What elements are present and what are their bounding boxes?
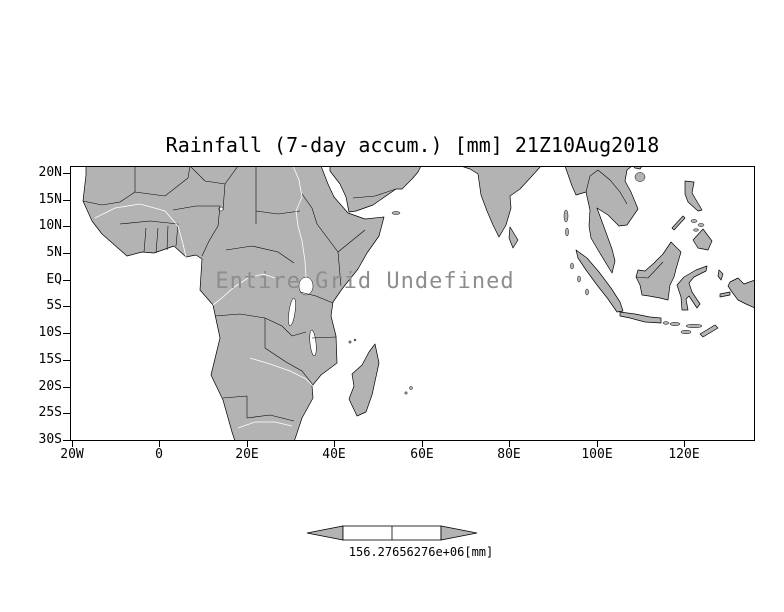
- africa-landmass: [82, 166, 385, 441]
- halmahera: [717, 269, 724, 281]
- mindanao: [692, 228, 713, 251]
- lat-tick-label: 20N: [38, 165, 62, 180]
- niger-river: [94, 203, 187, 258]
- lat-tick-label: 10N: [38, 218, 62, 233]
- lat-tick-label: 15N: [38, 192, 62, 207]
- zambezi-river: [249, 357, 314, 387]
- indochina-malay-peninsula: [564, 166, 639, 274]
- lon-tick-label: 60E: [410, 447, 434, 462]
- lon-tick: [159, 441, 160, 447]
- sumatra: [575, 249, 624, 313]
- bali-island: [662, 321, 670, 325]
- lon-tick-label: 20E: [235, 447, 259, 462]
- reunion-island: [404, 391, 408, 395]
- lat-tick: [63, 333, 70, 334]
- rivers: [94, 166, 314, 429]
- lat-tick: [63, 253, 70, 254]
- india-landmass: [460, 166, 542, 238]
- mentawai-island-3: [585, 288, 589, 296]
- colorbar: [306, 525, 478, 541]
- small-islands: [348, 172, 705, 395]
- mentawai-island-2: [577, 275, 581, 283]
- country-borders: [82, 166, 664, 422]
- lon-tick: [684, 441, 685, 447]
- congo-river: [212, 273, 276, 306]
- lombok-sumbawa-islands: [669, 322, 681, 326]
- lon-tick: [247, 441, 248, 447]
- lat-tick-label: 15S: [38, 352, 62, 367]
- lon-tick: [597, 441, 598, 447]
- lake-malawi: [309, 329, 317, 357]
- sri-lanka: [508, 226, 519, 249]
- lat-tick: [63, 360, 70, 361]
- lon-tick-label: 40E: [322, 447, 346, 462]
- lat-tick-label: 25S: [38, 405, 62, 420]
- lon-tick-label: 80E: [497, 447, 521, 462]
- andaman-islands: [563, 209, 569, 223]
- lat-tick: [63, 413, 70, 414]
- lon-tick-label: 0: [155, 447, 163, 462]
- lat-tick-label: 10S: [38, 325, 62, 340]
- lat-tick-label: EQ: [46, 272, 62, 287]
- lon-tick: [422, 441, 423, 447]
- sumba-island: [680, 329, 692, 335]
- orange-river: [237, 421, 293, 429]
- lat-tick: [63, 387, 70, 388]
- lat-tick-label: 5S: [46, 298, 62, 313]
- nicobar-islands: [565, 227, 569, 237]
- colorbar-right-arrow: [440, 525, 478, 541]
- lake-tanganyika: [288, 297, 296, 327]
- socotra-island: [391, 211, 401, 215]
- hainan-island: [634, 172, 646, 182]
- lat-tick: [63, 280, 70, 281]
- new-guinea-cut: [727, 277, 755, 309]
- lat-tick-label: 5N: [46, 245, 62, 260]
- sulawesi: [676, 265, 708, 311]
- madagascar: [348, 343, 380, 417]
- lat-tick-label: 30S: [38, 432, 62, 447]
- seram: [719, 291, 731, 298]
- lat-tick: [63, 173, 70, 174]
- palawan: [671, 215, 686, 231]
- comoros-island-1: [348, 340, 352, 344]
- lon-tick: [334, 441, 335, 447]
- java: [619, 311, 662, 324]
- mauritius-island: [409, 386, 413, 390]
- colorbar-left-arrow: [306, 525, 344, 541]
- lat-tick-label: 20S: [38, 379, 62, 394]
- lat-tick: [63, 440, 70, 441]
- plot-frame: [70, 166, 755, 441]
- timor: [699, 324, 719, 338]
- lon-tick: [509, 441, 510, 447]
- plot-title: Rainfall (7-day accum.) [mm] 21Z10Aug201…: [165, 133, 660, 157]
- borneo: [635, 241, 682, 301]
- lat-tick: [63, 306, 70, 307]
- visayas-island-1: [690, 219, 698, 223]
- visayas-island-3: [693, 228, 699, 232]
- luzon: [684, 180, 703, 212]
- arabian-peninsula: [329, 166, 422, 213]
- lat-tick: [63, 226, 70, 227]
- map-canvas: [70, 166, 755, 441]
- visayas-island-2: [697, 223, 705, 227]
- comoros-island-2: [353, 338, 357, 342]
- lat-tick: [63, 200, 70, 201]
- landmasses: [82, 166, 755, 441]
- flores-island: [685, 323, 703, 329]
- nile-river: [292, 166, 307, 278]
- lon-tick-label: 120E: [668, 447, 700, 462]
- lon-tick: [72, 441, 73, 447]
- lon-tick-label: 100E: [581, 447, 613, 462]
- lakes: [218, 206, 317, 357]
- colorbar-label: 156.27656276e+06[mm]: [348, 545, 494, 559]
- lon-tick-label: 20W: [60, 447, 84, 462]
- mentawai-island-1: [570, 262, 574, 270]
- grid-undefined-message: Entire Grid Undefined: [215, 269, 515, 294]
